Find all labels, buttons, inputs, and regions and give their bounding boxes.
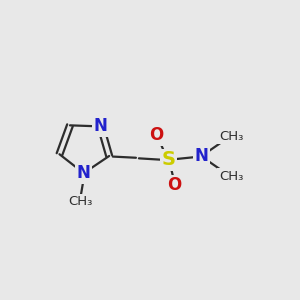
Text: N: N <box>194 147 208 165</box>
Text: N: N <box>94 117 108 135</box>
Text: O: O <box>149 127 163 145</box>
Text: CH₃: CH₃ <box>219 130 243 143</box>
Text: N: N <box>77 164 91 182</box>
Text: S: S <box>162 150 176 169</box>
Text: CH₃: CH₃ <box>68 196 93 208</box>
Text: O: O <box>167 176 181 194</box>
Text: CH₃: CH₃ <box>219 170 243 183</box>
